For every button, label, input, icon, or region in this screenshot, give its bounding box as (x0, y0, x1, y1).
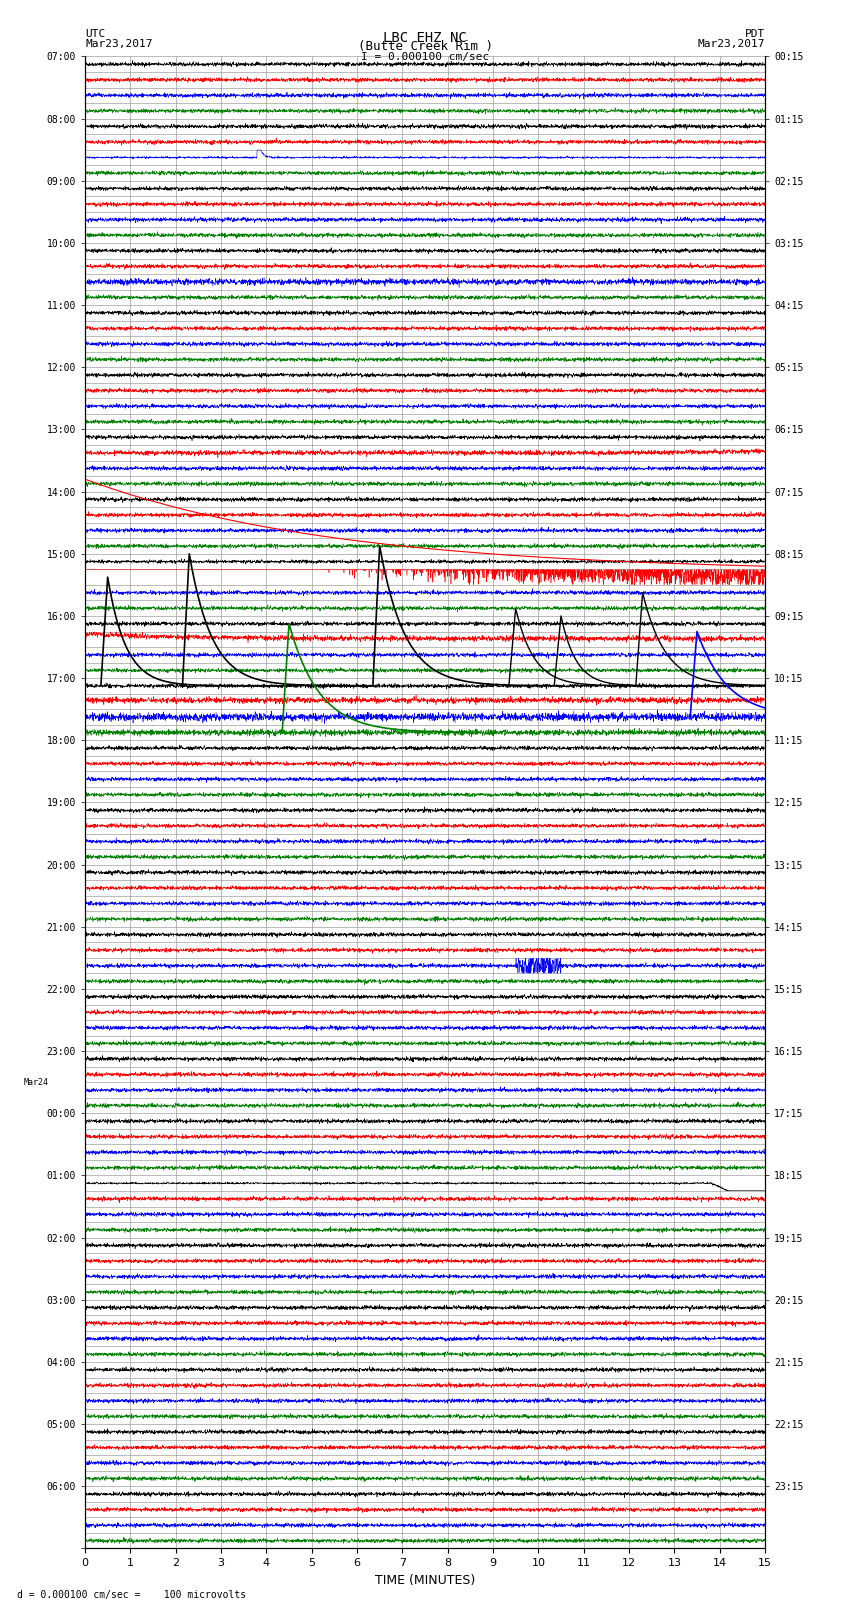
Text: Mar23,2017: Mar23,2017 (698, 39, 765, 48)
Text: d = 0.000100 cm/sec =    100 microvolts: d = 0.000100 cm/sec = 100 microvolts (17, 1590, 246, 1600)
Text: (Butte Creek Rim ): (Butte Creek Rim ) (358, 40, 492, 53)
Text: Mar24: Mar24 (24, 1077, 48, 1087)
Text: LBC EHZ NC: LBC EHZ NC (383, 31, 467, 45)
Text: Mar23,2017: Mar23,2017 (85, 39, 152, 48)
Text: UTC: UTC (85, 29, 105, 39)
Text: PDT: PDT (745, 29, 765, 39)
Text: I = 0.000100 cm/sec: I = 0.000100 cm/sec (361, 53, 489, 63)
X-axis label: TIME (MINUTES): TIME (MINUTES) (375, 1574, 475, 1587)
